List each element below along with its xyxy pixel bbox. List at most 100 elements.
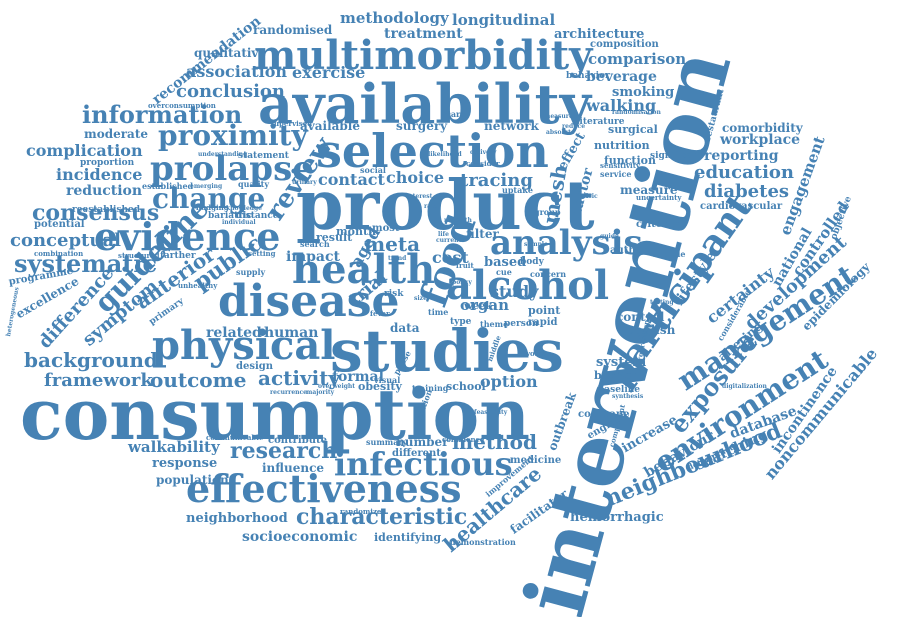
word-activity: activity	[258, 366, 341, 390]
word-impact: impact	[286, 249, 340, 265]
word-urinary: urinary	[292, 179, 317, 186]
word-rate: rate	[424, 203, 438, 210]
word-information: information	[82, 100, 243, 129]
word-choice: choice	[386, 168, 445, 187]
word-english: english	[626, 323, 676, 337]
word-incidence: incidence	[56, 165, 143, 184]
word-consider: consider	[466, 159, 500, 168]
word-contribute: contribute	[268, 435, 327, 446]
word-human: human	[264, 325, 319, 341]
word-related: related	[206, 325, 262, 341]
word-potential: potential	[34, 219, 85, 230]
word-current: current	[436, 237, 462, 244]
word-study: study	[490, 282, 539, 301]
word-rapid: rapid	[528, 317, 558, 328]
word-concern: concern	[530, 269, 567, 279]
word-woman: woman	[524, 349, 552, 358]
word-beverage: beverage	[586, 69, 657, 85]
word-result: result	[316, 231, 353, 244]
word-alcohol: alcohol	[446, 262, 610, 309]
word-contact: contact	[318, 170, 385, 189]
word-baseline: baseline	[598, 385, 641, 395]
word-qualitative: qualitative	[194, 46, 267, 60]
word-option: option	[480, 372, 538, 391]
word-uncertainty: uncertainty	[636, 193, 682, 202]
word-understanding: understanding	[198, 151, 248, 158]
word-criterion: criterion	[636, 219, 686, 230]
word-method: method	[452, 430, 537, 454]
word-search: search	[300, 239, 330, 249]
word-diabetes: diabetes	[704, 181, 790, 202]
word-care: care	[446, 109, 466, 119]
word-knowledge: knowledge	[226, 205, 262, 212]
word-socioeconomic: socioeconomic	[242, 529, 358, 545]
word-group: group	[534, 207, 561, 217]
word-visual: visual	[374, 375, 401, 385]
word-education: education	[694, 162, 794, 183]
word-physical: physical	[152, 322, 336, 369]
word-obesity: obesity	[358, 380, 402, 393]
word-overconsumption: overconsumption	[148, 101, 216, 110]
word-mhealth: mhealth	[444, 217, 472, 224]
word-moderate: moderate	[84, 127, 149, 141]
word-author: author	[610, 245, 648, 256]
word-policy: policy	[452, 279, 472, 286]
word-measured: measured	[544, 113, 577, 120]
word-population: population	[156, 473, 229, 487]
word-established: established	[142, 181, 194, 191]
word-type: type	[450, 317, 472, 327]
word-service: service	[600, 169, 632, 179]
word-theme: theme	[480, 319, 509, 329]
word-availability: availability	[258, 72, 591, 136]
word-trend: trend	[388, 255, 407, 262]
word-formal: formal	[332, 369, 384, 385]
word-meta: meta	[364, 232, 421, 256]
word-school: school	[446, 380, 486, 393]
word-product: product	[296, 166, 595, 246]
word-cardiovascular: cardiovascular	[700, 201, 783, 212]
word-smoking: smoking	[612, 85, 675, 100]
word-delivery: delivery	[470, 149, 497, 156]
word-likelihood: likelihood	[428, 151, 462, 158]
word-setting: setting	[248, 249, 276, 258]
word-person: person	[504, 319, 539, 329]
word-infectious: infectious	[334, 445, 513, 483]
word-eligible: eligible	[652, 249, 686, 259]
word-synthesis: synthesis	[612, 393, 644, 400]
word-time: time	[428, 307, 449, 317]
word-prolapse: prolapse	[150, 149, 314, 189]
word-based: based	[484, 255, 527, 270]
word-hemorrhagic: hemorrhagic	[570, 510, 664, 525]
word-unhealthy: unhealthy	[178, 281, 218, 290]
word-comparison: comparison	[588, 50, 687, 68]
word-nutrition: nutrition	[594, 139, 650, 152]
word-conceptual: conceptual	[10, 230, 121, 251]
word-testing: testing	[650, 299, 674, 306]
word-communicable: communicable	[206, 433, 264, 442]
word-research: research	[230, 438, 338, 464]
word-architecture: architecture	[554, 27, 645, 42]
word-measure: measure	[620, 183, 678, 197]
word-neighborhood: neighborhood	[186, 511, 288, 526]
word-background: background	[24, 348, 158, 372]
word-response: response	[152, 456, 218, 471]
word-walking: walking	[586, 96, 657, 115]
word-emerging: emerging	[190, 183, 223, 190]
word-interest: interest	[406, 193, 433, 200]
word-cost: cost	[432, 248, 469, 267]
word-change: change	[152, 182, 266, 215]
word-organ: organ	[460, 296, 510, 314]
word-barrier: barrier	[594, 369, 638, 382]
word-conclusion: conclusion	[176, 81, 286, 102]
word-literature: literature	[576, 117, 625, 127]
word-systematic: systematic	[14, 249, 158, 278]
word-different: different	[392, 448, 441, 459]
word-uptake: uptake	[502, 185, 533, 195]
word-number: number	[396, 435, 449, 449]
word-workplace: workplace	[720, 132, 801, 148]
word-filter: filter	[466, 227, 499, 241]
word-available: available	[300, 119, 360, 133]
word-evidence: evidence	[94, 214, 281, 259]
word-digitalization: digitalization	[722, 383, 767, 390]
